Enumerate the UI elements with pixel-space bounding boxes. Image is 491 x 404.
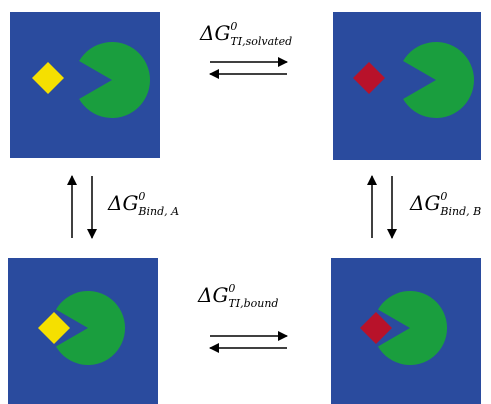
label-part: TI,solvated — [230, 35, 292, 48]
state-ligand-a-bound — [8, 258, 158, 404]
label-ti-bound: ΔG0 TI,bound — [197, 282, 278, 310]
label-ti-solvated: ΔG0 TI,solvated — [199, 20, 292, 48]
label-part: 0 — [440, 190, 447, 203]
label-part: 0 — [230, 20, 237, 33]
label-part: ΔG — [197, 283, 228, 307]
label-part: TI,bound — [228, 297, 278, 310]
label-part: ΔG — [107, 191, 138, 215]
label-part: ΔG — [199, 21, 230, 45]
state-ligand-a-solvated — [10, 12, 160, 158]
label-bind-b: ΔG0 Bind, B — [409, 190, 481, 218]
label-bind-a: ΔG0 Bind, A — [107, 190, 179, 218]
state-ligand-b-solvated — [333, 12, 481, 160]
label-part: 0 — [228, 282, 235, 295]
label-part: Bind, B — [439, 205, 481, 218]
label-part: Bind, A — [137, 205, 179, 218]
thermodynamic-cycle: ΔG0TI,solvated ΔG0Bind, A ΔG0Bind, B ΔG0… — [0, 0, 491, 404]
state-ligand-b-bound — [331, 258, 481, 404]
label-part: ΔG — [409, 191, 440, 215]
label-part: 0 — [138, 190, 145, 203]
